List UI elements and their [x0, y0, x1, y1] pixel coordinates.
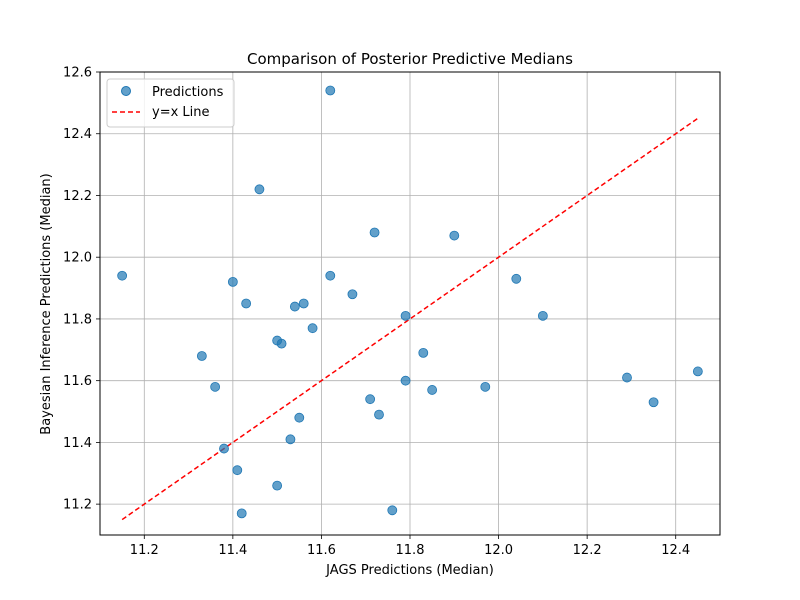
x-axis-title: JAGS Predictions (Median): [325, 563, 494, 578]
x-tick-label: 11.2: [130, 543, 159, 558]
data-point: [196, 351, 207, 361]
data-point: [272, 480, 283, 491]
legend-label-reference-line: y=x Line: [152, 105, 210, 120]
data-point: [289, 301, 300, 312]
y-axis-title: Bayesian Inference Predictions (Median): [39, 173, 54, 434]
data-point: [400, 310, 411, 321]
data-point: [276, 338, 287, 349]
data-point: [219, 443, 229, 454]
y-tick-label: 11.6: [63, 374, 92, 389]
axis-ticks: 11.2 11.4 11.6 11.8 12.0 12.2 12.4 11.2 11.4 11.6…: [63, 66, 690, 559]
data-point: [227, 276, 238, 287]
x-tick-label: 12.0: [484, 543, 513, 558]
data-point: [648, 397, 659, 408]
data-point: [347, 289, 358, 300]
data-point: [285, 434, 296, 445]
data-point: [307, 323, 318, 334]
x-tick-label: 11.4: [218, 543, 247, 558]
chart-title: Comparison of Posterior Predictive Media…: [247, 50, 573, 68]
y-tick-label: 12.2: [63, 189, 92, 204]
data-point: [325, 85, 336, 96]
data-points: [117, 85, 703, 519]
data-point: [254, 184, 265, 195]
data-point: [325, 270, 336, 281]
reference-line-layer: [121, 117, 699, 521]
data-point: [387, 505, 398, 516]
data-point: [418, 347, 429, 358]
data-point: [369, 227, 380, 238]
data-point: [365, 394, 376, 405]
legend: Predictions y=x Line: [106, 78, 235, 128]
x-tick-label: 12.2: [573, 543, 602, 558]
data-point: [294, 412, 305, 423]
data-point: [374, 409, 384, 420]
data-point: [692, 366, 703, 377]
y-tick-label: 12.4: [63, 127, 92, 142]
legend-marker-predictions: [121, 86, 131, 96]
x-tick-label: 11.8: [396, 543, 425, 558]
data-point: [298, 298, 309, 309]
data-point: [480, 381, 491, 392]
data-point: [537, 310, 548, 321]
data-point: [236, 508, 247, 519]
x-tick-label: 12.4: [661, 543, 690, 558]
x-tick-label: 11.6: [307, 543, 336, 558]
y-tick-label: 11.2: [63, 498, 92, 513]
data-point: [400, 375, 411, 386]
data-point: [511, 273, 522, 284]
y-tick-label: 12.0: [63, 251, 92, 266]
data-point: [449, 230, 460, 241]
legend-box: [106, 78, 235, 128]
data-point: [622, 372, 632, 383]
y-tick-label: 11.8: [63, 312, 92, 327]
data-point: [117, 270, 128, 281]
y-tick-label: 12.6: [63, 66, 92, 81]
reference-line: [121, 117, 699, 521]
legend-label-predictions: Predictions: [152, 85, 224, 100]
y-tick-label: 11.4: [63, 436, 92, 451]
data-point: [241, 298, 252, 309]
data-point: [210, 381, 221, 392]
data-point: [232, 465, 243, 476]
data-point: [427, 385, 438, 395]
